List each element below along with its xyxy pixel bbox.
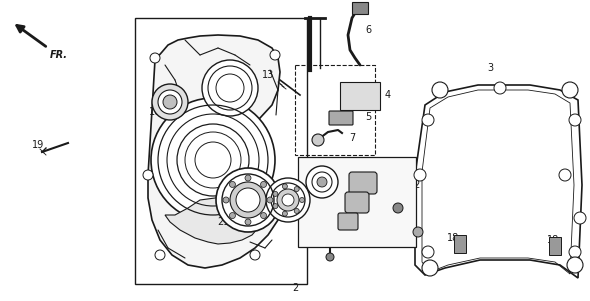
Circle shape	[562, 82, 578, 98]
Bar	[352, 2, 368, 14]
Bar	[298, 157, 416, 247]
Circle shape	[250, 250, 260, 260]
Polygon shape	[415, 85, 582, 278]
Text: 11: 11	[366, 165, 378, 175]
Circle shape	[230, 182, 235, 188]
Circle shape	[152, 84, 188, 120]
Text: FR.: FR.	[50, 50, 68, 60]
FancyBboxPatch shape	[338, 213, 358, 230]
Circle shape	[202, 60, 258, 116]
Circle shape	[306, 166, 338, 198]
Circle shape	[277, 189, 299, 211]
Circle shape	[494, 82, 506, 94]
Circle shape	[223, 197, 229, 203]
FancyBboxPatch shape	[349, 172, 377, 194]
Circle shape	[326, 253, 334, 261]
Circle shape	[422, 260, 438, 276]
Circle shape	[266, 178, 310, 222]
Text: 17: 17	[317, 160, 329, 170]
Circle shape	[414, 169, 426, 181]
Circle shape	[559, 169, 571, 181]
Circle shape	[143, 170, 153, 180]
Bar	[135, 18, 307, 284]
Circle shape	[283, 184, 287, 189]
Text: 16: 16	[149, 107, 161, 117]
FancyBboxPatch shape	[345, 192, 369, 213]
Circle shape	[422, 114, 434, 126]
Text: 19: 19	[32, 140, 44, 150]
Circle shape	[574, 212, 586, 224]
Circle shape	[312, 134, 324, 146]
Text: 5: 5	[365, 112, 371, 122]
Text: 21: 21	[217, 217, 229, 227]
Text: 18: 18	[547, 235, 559, 245]
Circle shape	[282, 194, 294, 206]
Text: 10: 10	[332, 200, 344, 210]
Bar	[295, 65, 375, 155]
Text: 11: 11	[309, 227, 321, 237]
Polygon shape	[165, 196, 262, 244]
Text: 13: 13	[262, 70, 274, 80]
Text: 9: 9	[359, 220, 365, 230]
Circle shape	[300, 197, 304, 203]
Text: 4: 4	[385, 90, 391, 100]
Circle shape	[230, 182, 266, 218]
Circle shape	[432, 82, 448, 98]
Circle shape	[216, 168, 280, 232]
Bar	[340, 82, 380, 110]
Circle shape	[230, 213, 235, 219]
Circle shape	[163, 95, 177, 109]
Circle shape	[422, 246, 434, 258]
Bar	[549, 237, 561, 255]
Circle shape	[283, 211, 287, 216]
Circle shape	[270, 50, 280, 60]
Circle shape	[267, 197, 273, 203]
Text: 3: 3	[487, 63, 493, 73]
Circle shape	[150, 53, 160, 63]
Circle shape	[245, 219, 251, 225]
Circle shape	[393, 203, 403, 213]
Circle shape	[294, 187, 299, 191]
Polygon shape	[148, 35, 282, 268]
FancyBboxPatch shape	[329, 111, 353, 125]
Text: 7: 7	[349, 133, 355, 143]
Text: 9: 9	[379, 210, 385, 220]
Circle shape	[158, 90, 182, 114]
Text: 6: 6	[365, 25, 371, 35]
Circle shape	[261, 213, 267, 219]
Text: 8: 8	[330, 240, 336, 250]
Circle shape	[567, 257, 583, 273]
Circle shape	[294, 209, 299, 213]
Circle shape	[275, 200, 285, 210]
Circle shape	[317, 177, 327, 187]
Text: 11: 11	[394, 158, 406, 168]
Circle shape	[273, 191, 278, 197]
Text: 12: 12	[409, 180, 421, 190]
Text: 2: 2	[292, 283, 298, 293]
Text: 14: 14	[392, 217, 404, 227]
Circle shape	[236, 188, 260, 212]
Bar	[454, 235, 466, 253]
Text: 9: 9	[397, 190, 403, 200]
Circle shape	[151, 98, 275, 222]
Circle shape	[155, 250, 165, 260]
Circle shape	[569, 114, 581, 126]
Circle shape	[569, 246, 581, 258]
Circle shape	[261, 182, 267, 188]
Circle shape	[245, 175, 251, 181]
Circle shape	[273, 203, 278, 209]
Text: 18: 18	[447, 233, 459, 243]
Circle shape	[413, 227, 423, 237]
Text: 15: 15	[382, 207, 394, 217]
Text: 20: 20	[269, 193, 281, 203]
